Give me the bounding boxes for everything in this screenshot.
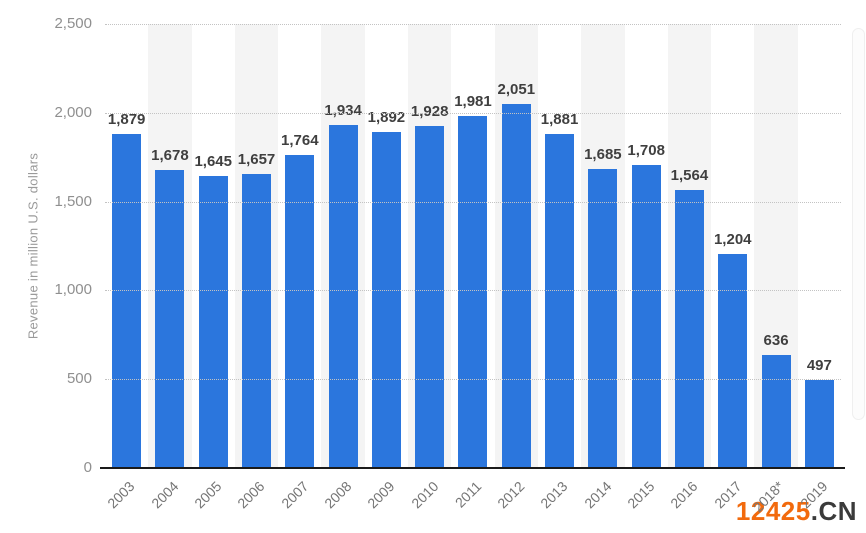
column-2013: 1,881 2013	[538, 24, 581, 511]
bar-2018[interactable]	[761, 355, 791, 468]
y-tick-label: 0	[83, 459, 92, 476]
gridline	[105, 24, 841, 25]
value-label: 1,928	[410, 102, 449, 120]
column-2010: 1,928 2010	[408, 24, 452, 511]
bar-2016[interactable]	[674, 190, 704, 468]
watermark[interactable]: 12425.CN	[736, 496, 857, 527]
bar-2006[interactable]	[242, 173, 272, 468]
bar-2010[interactable]	[415, 125, 445, 468]
column-2016: 1,564 2016	[667, 24, 712, 511]
x-tick-label: 2005	[191, 478, 225, 512]
bar-2012[interactable]	[501, 103, 531, 468]
bar-2014[interactable]	[588, 168, 618, 468]
y-tick-label: 2,500	[54, 15, 92, 32]
scrollbar[interactable]	[852, 28, 865, 420]
column-2004: 1,678 2004	[148, 24, 192, 511]
value-label: 1,934	[324, 101, 362, 119]
x-tick-label: 2013	[537, 478, 571, 512]
value-label: 1,879	[107, 111, 146, 129]
watermark-primary: 12425	[735, 496, 811, 526]
value-label: 1,678	[151, 147, 189, 164]
column-2012: 2,051 2012	[494, 24, 538, 511]
plot-area: 1,879 2003 1,678 2004 1,645 2005 1,657 2006 1,76…	[100, 24, 845, 515]
x-tick-label: 2009	[364, 478, 398, 512]
column-2003: 1,879 2003	[105, 24, 148, 511]
bar-2008[interactable]	[328, 124, 358, 468]
column-2006: 1,657 2006	[234, 24, 279, 511]
x-tick-label: 2003	[104, 478, 138, 512]
gridline	[105, 112, 841, 114]
watermark-secondary: .CN	[810, 496, 857, 526]
bar-2007[interactable]	[285, 154, 315, 468]
y-axis-title: Revenue in million U.S. dollars	[25, 152, 41, 340]
x-tick-label: 2010	[407, 478, 442, 512]
column-2007: 1,764 2007	[278, 24, 321, 512]
value-label: 1,645	[194, 152, 232, 170]
value-label: 2,051	[497, 80, 536, 98]
bar-2004[interactable]	[155, 170, 185, 468]
bar-2015[interactable]	[631, 164, 661, 468]
value-label: 1,708	[627, 141, 665, 159]
bar-2009[interactable]	[371, 131, 401, 468]
x-tick-label: 2007	[277, 478, 312, 512]
x-axis-line	[100, 467, 845, 469]
column-2009: 1,892 2009	[364, 24, 408, 511]
x-tick-label: 2015	[624, 478, 658, 512]
x-tick-label: 2006	[234, 478, 268, 512]
x-tick-label: 2011	[451, 478, 485, 511]
value-label: 497	[806, 356, 832, 374]
x-tick-label: 2014	[580, 478, 615, 512]
value-label: 1,204	[713, 231, 752, 249]
bar-2017[interactable]	[718, 254, 748, 468]
value-label: 1,981	[454, 93, 492, 111]
bar-2003[interactable]	[112, 134, 142, 468]
column-2011: 1,981 2011	[451, 24, 494, 510]
x-tick-label: 2008	[321, 478, 355, 512]
x-tick-label: 2016	[667, 478, 701, 512]
value-label: 1,657	[237, 150, 276, 168]
bar-2019[interactable]	[804, 379, 834, 468]
gridline	[105, 201, 841, 203]
column-2014: 1,685 2014	[581, 24, 625, 511]
x-tick-label: 2012	[494, 478, 528, 512]
column-2018: 636 2018*	[750, 24, 798, 515]
y-tick-label: 2,000	[54, 103, 92, 121]
value-label: 1,764	[281, 131, 319, 149]
y-tick-label: 1,500	[54, 192, 92, 210]
column-2015: 1,708 2015	[624, 24, 668, 512]
x-tick-label: 2004	[147, 478, 182, 512]
y-tick-label: 1,000	[54, 281, 92, 299]
column-2008: 1,934 2008	[321, 24, 365, 511]
column-2019: 497 2019	[797, 24, 841, 511]
bar-2011[interactable]	[458, 116, 488, 468]
value-label: 636	[763, 332, 789, 350]
bar-2005[interactable]	[198, 175, 228, 468]
column-2005: 1,645 2005	[191, 24, 235, 511]
y-tick-label: 500	[66, 370, 92, 388]
column-2017: 1,204 2017	[711, 24, 754, 511]
gridline	[105, 379, 841, 381]
bar-2013[interactable]	[545, 133, 575, 468]
value-label: 1,881	[540, 110, 579, 128]
gridline	[105, 290, 841, 292]
value-label: 1,685	[584, 145, 622, 163]
value-label: 1,564	[670, 167, 709, 185]
